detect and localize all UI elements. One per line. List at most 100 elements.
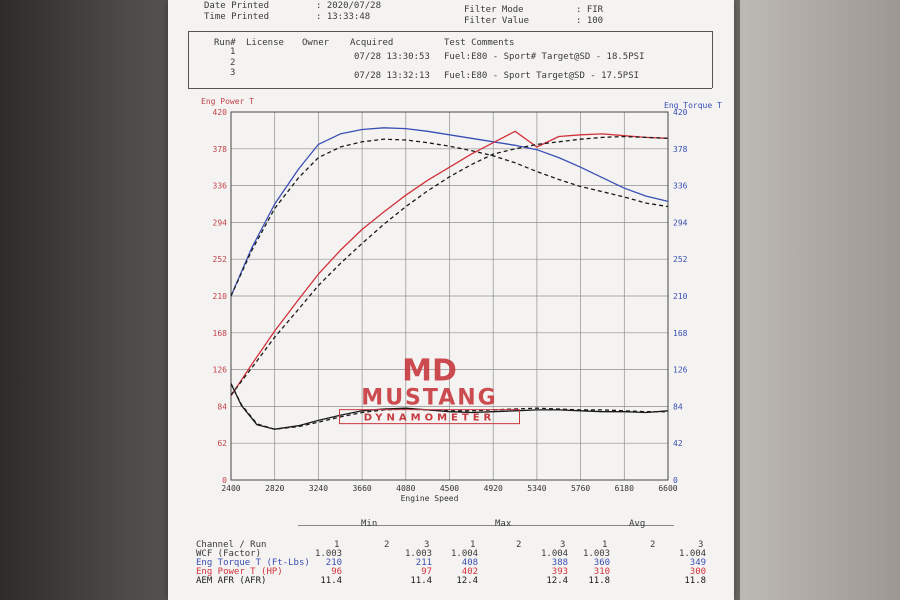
logo-word-dynamometer: DYNAMOMETER [364, 413, 496, 424]
right-tick-label: 336 [673, 182, 688, 191]
filter-mode-value: : FIR [576, 5, 604, 15]
right-tick-label: 252 [673, 255, 688, 264]
channel-label: Eng Power T (HP) [196, 567, 283, 577]
x-tick-label: 4920 [484, 484, 503, 493]
x-tick-label: 5760 [571, 484, 590, 493]
logo-frame [339, 409, 520, 425]
background-right [740, 0, 900, 600]
logo-word-mustang: MUSTANG [361, 386, 497, 411]
filter-value-label: Filter Value [464, 16, 530, 26]
time-printed-label: Time Printed [204, 12, 270, 22]
time-printed-value: : 13:33:48 [316, 12, 371, 22]
group-avg: Avg [629, 519, 646, 529]
run-header: 2 [384, 540, 390, 550]
summary-value: 388 [551, 558, 569, 568]
summary-value: 310 [593, 567, 611, 577]
left-tick-label: 378 [213, 145, 228, 154]
channel-label: WCF (Factor) [196, 549, 262, 559]
summary-value: 393 [551, 567, 569, 577]
logo-initials: MD [402, 354, 457, 389]
channel-label: Eng Torque T (Ft-Lbs) [196, 558, 310, 568]
divider [712, 31, 713, 88]
summary-value: 402 [461, 567, 479, 577]
left-tick-label: 0 [222, 476, 227, 485]
right-tick-label: 0 [673, 476, 678, 485]
channel-run-header: Channel / Run [196, 540, 267, 550]
channel-label: AEM AFR (AFR) [196, 576, 267, 586]
right-tick-label: 42 [673, 439, 683, 448]
left-tick-label: 210 [213, 292, 228, 301]
right-tick-label: 126 [673, 366, 688, 375]
run-header: 1 [334, 540, 340, 550]
col-license: License [246, 38, 284, 48]
right-tick-label: 378 [673, 145, 688, 154]
left-tick-label: 126 [213, 366, 228, 375]
col-test-comments: Test Comments [444, 38, 515, 48]
run-number: 2 [230, 58, 236, 68]
filter-value-value: : 100 [576, 16, 604, 26]
x-tick-label: 3240 [309, 484, 328, 493]
summary-value: 211 [415, 558, 433, 568]
run-header: 2 [650, 540, 656, 550]
summary-value: 11.8 [684, 576, 707, 586]
group-max: Max [495, 519, 512, 529]
left-tick-label: 62 [217, 439, 227, 448]
right-tick-label: 294 [673, 218, 688, 227]
col-acquired: Acquired [350, 38, 394, 48]
left-tick-label: 168 [213, 329, 228, 338]
summary-value: 12.4 [546, 576, 569, 586]
run-header: 1 [602, 540, 608, 550]
x-tick-label: 6600 [658, 484, 677, 493]
x-axis-label: Engine Speed [401, 494, 459, 503]
summary-value: 360 [593, 558, 611, 568]
summary-value: 408 [461, 558, 479, 568]
run-acquired: 07/28 13:30:53 [354, 52, 430, 62]
summary-value: 210 [325, 558, 343, 568]
left-axis-label: Eng Power T [201, 97, 254, 106]
summary-value: 1.003 [583, 549, 611, 559]
left-tick-label: 84 [217, 402, 227, 411]
col-owner: Owner [302, 38, 330, 48]
col-run: Run# [214, 38, 236, 48]
run-header: 3 [560, 540, 566, 550]
summary-value: 1.004 [451, 549, 479, 559]
run-number: 3 [230, 68, 236, 78]
divider [188, 31, 189, 88]
run-header: 3 [424, 540, 430, 550]
summary-value: 1.003 [405, 549, 433, 559]
dyno-sheet: Date Printed : 2020/07/28 Time Printed :… [168, 0, 734, 600]
x-tick-label: 6180 [615, 484, 634, 493]
run-comment: Fuel:E80 - Sport# Target@SD - 18.5PSI [444, 52, 645, 62]
summary-divider [298, 525, 674, 526]
left-tick-label: 420 [213, 108, 228, 117]
series-line-afr-run3 [230, 383, 668, 430]
right-tick-label: 84 [673, 402, 683, 411]
x-tick-label: 2400 [221, 484, 240, 493]
x-tick-label: 2820 [265, 484, 284, 493]
left-tick-label: 252 [213, 255, 228, 264]
right-tick-label: 210 [673, 292, 688, 301]
summary-value: 1.004 [679, 549, 707, 559]
x-tick-label: 4500 [440, 484, 459, 493]
right-tick-label: 168 [673, 329, 688, 338]
date-printed-value: : 2020/07/28 [316, 1, 382, 11]
series-line-torque-run1 [230, 127, 669, 297]
series-line-power-run3 [230, 135, 669, 396]
summary-value: 1.003 [315, 549, 343, 559]
run-comment: Fuel:E80 - Sport Target@SD - 17.5PSI [444, 71, 640, 81]
summary-value: 11.4 [410, 576, 433, 586]
summary-value: 300 [689, 567, 707, 577]
left-tick-label: 336 [213, 182, 228, 191]
right-tick-label: 420 [673, 108, 688, 117]
summary-value: 97 [421, 567, 433, 577]
run-acquired: 07/28 13:32:13 [354, 71, 430, 81]
summary-value: 11.8 [588, 576, 611, 586]
x-tick-label: 4080 [396, 484, 415, 493]
x-tick-label: 5340 [527, 484, 546, 493]
summary-value: 1.004 [541, 549, 569, 559]
right-axis-label: Eng Torque T [664, 101, 722, 110]
date-printed-label: Date Printed [204, 1, 270, 11]
summary-value: 349 [689, 558, 707, 568]
summary-value: 12.4 [456, 576, 479, 586]
filter-mode-label: Filter Mode [464, 5, 524, 15]
